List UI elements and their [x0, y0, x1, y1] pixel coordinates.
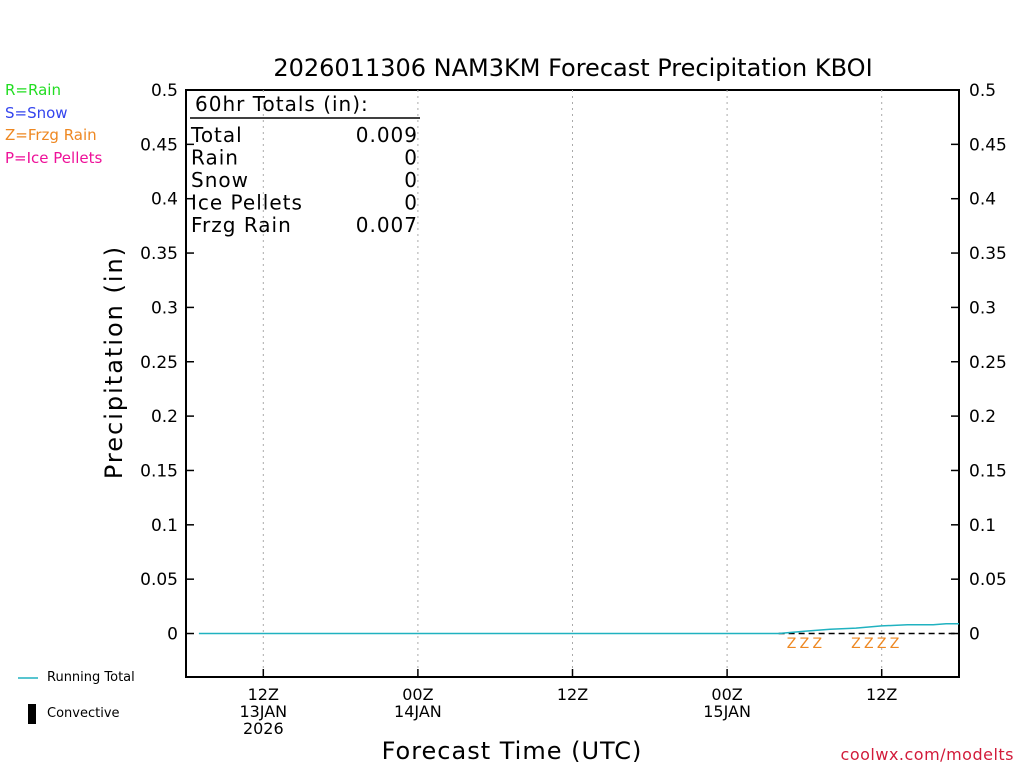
y-tick-label-left: 0.45: [140, 135, 178, 155]
y-tick-label-right: 0.3: [969, 298, 996, 318]
ptype-marker-z: Z: [851, 636, 861, 652]
y-tick-label-right: 0.1: [969, 516, 996, 536]
totals-row-label: Total: [190, 123, 243, 147]
totals-header: 60hr Totals (in):: [195, 92, 369, 116]
ptype-marker-z: Z: [787, 636, 797, 652]
x-tick-label: 14JAN: [394, 702, 442, 721]
totals-row-label: Frzg Rain: [191, 213, 292, 237]
y-tick-label-left: 0.5: [151, 81, 178, 101]
totals-row-label: Rain: [191, 146, 239, 170]
y-tick-label-right: 0: [969, 625, 980, 645]
y-tick-label-left: 0.15: [140, 461, 178, 481]
y-tick-label-left: 0.35: [140, 244, 178, 264]
x-tick-label: 2026: [243, 719, 284, 738]
ptype-marker-z: Z: [812, 636, 822, 652]
convective-key-swatch: [28, 704, 36, 724]
x-tick-label: 13JAN: [239, 702, 287, 721]
watermark: coolwx.com/modelts: [840, 745, 1014, 764]
series-line-running-total: [198, 622, 959, 635]
y-tick-label-right: 0.15: [969, 461, 1007, 481]
y-tick-label-left: 0.2: [151, 407, 178, 427]
y-tick-label-right: 0.2: [969, 407, 996, 427]
totals-row-value: 0: [404, 146, 418, 170]
running-total-key-label: Running Total: [47, 670, 135, 685]
y-axis-left: 0 0.05 0.1 0.15 0.2 0.25 0.3 0.35 0.4 0.45 0.5: [140, 81, 194, 645]
ptype-marker-z: Z: [890, 636, 900, 652]
y-tick-label-left: 0.4: [151, 190, 178, 210]
y-tick-label-left: 0.25: [140, 353, 178, 373]
ptype-marker-z: Z: [800, 636, 810, 652]
ptype-legend-item: S=Snow: [5, 103, 68, 122]
totals-row-value: 0: [404, 191, 418, 215]
x-tick-label: 12Z: [248, 685, 279, 704]
x-tick-label: 00Z: [402, 685, 433, 704]
x-tick-label: 15JAN: [703, 702, 751, 721]
convective-key-label: Convective: [47, 706, 120, 721]
y-tick-label-right: 0.35: [969, 244, 1007, 264]
totals-row-label: Snow: [191, 168, 249, 192]
y-tick-label-right: 0.4: [969, 190, 996, 210]
totals-rows: Total 0.009 Rain 0 Snow 0 Ice Pellets 0 Frzg Rai…: [190, 123, 418, 237]
y-tick-label-left: 0: [167, 625, 178, 645]
y-tick-label-right: 0.5: [969, 81, 996, 101]
x-tick-label: 12Z: [866, 685, 897, 704]
ptype-legend-item: Z=Frzg Rain: [5, 126, 97, 144]
y-tick-label-left: 0.3: [151, 298, 178, 318]
ptype-marker-z: Z: [877, 636, 887, 652]
vertical-gridlines: [262, 90, 883, 677]
x-axis-label: Forecast Time (UTC): [382, 737, 643, 765]
totals-row-value: 0: [404, 168, 418, 192]
ptype-legend-item: P=Ice Pellets: [5, 148, 103, 167]
totals-row-value: 0.007: [356, 213, 418, 237]
y-tick-label-right: 0.05: [969, 570, 1007, 590]
ptype-legend-item: R=Rain: [5, 81, 61, 99]
x-tick-label: 12Z: [557, 685, 588, 704]
y-tick-label-left: 0.05: [140, 570, 178, 590]
chart-title: 2026011306 NAM3KM Forecast Precipitation…: [273, 54, 872, 82]
x-tick-label: 00Z: [711, 685, 742, 704]
totals-row-label: Ice Pellets: [191, 191, 303, 215]
y-axis-label: Precipitation (in): [100, 245, 128, 479]
y-tick-label-right: 0.25: [969, 353, 1007, 373]
y-tick-label-left: 0.1: [151, 516, 178, 536]
y-tick-label-right: 0.45: [969, 135, 1007, 155]
ptype-marker-z: Z: [864, 636, 874, 652]
totals-row-value: 0.009: [356, 123, 418, 147]
y-axis-right: 0 0.05 0.1 0.15 0.2 0.25 0.3 0.35 0.4 0.45 0.5: [951, 81, 1007, 645]
